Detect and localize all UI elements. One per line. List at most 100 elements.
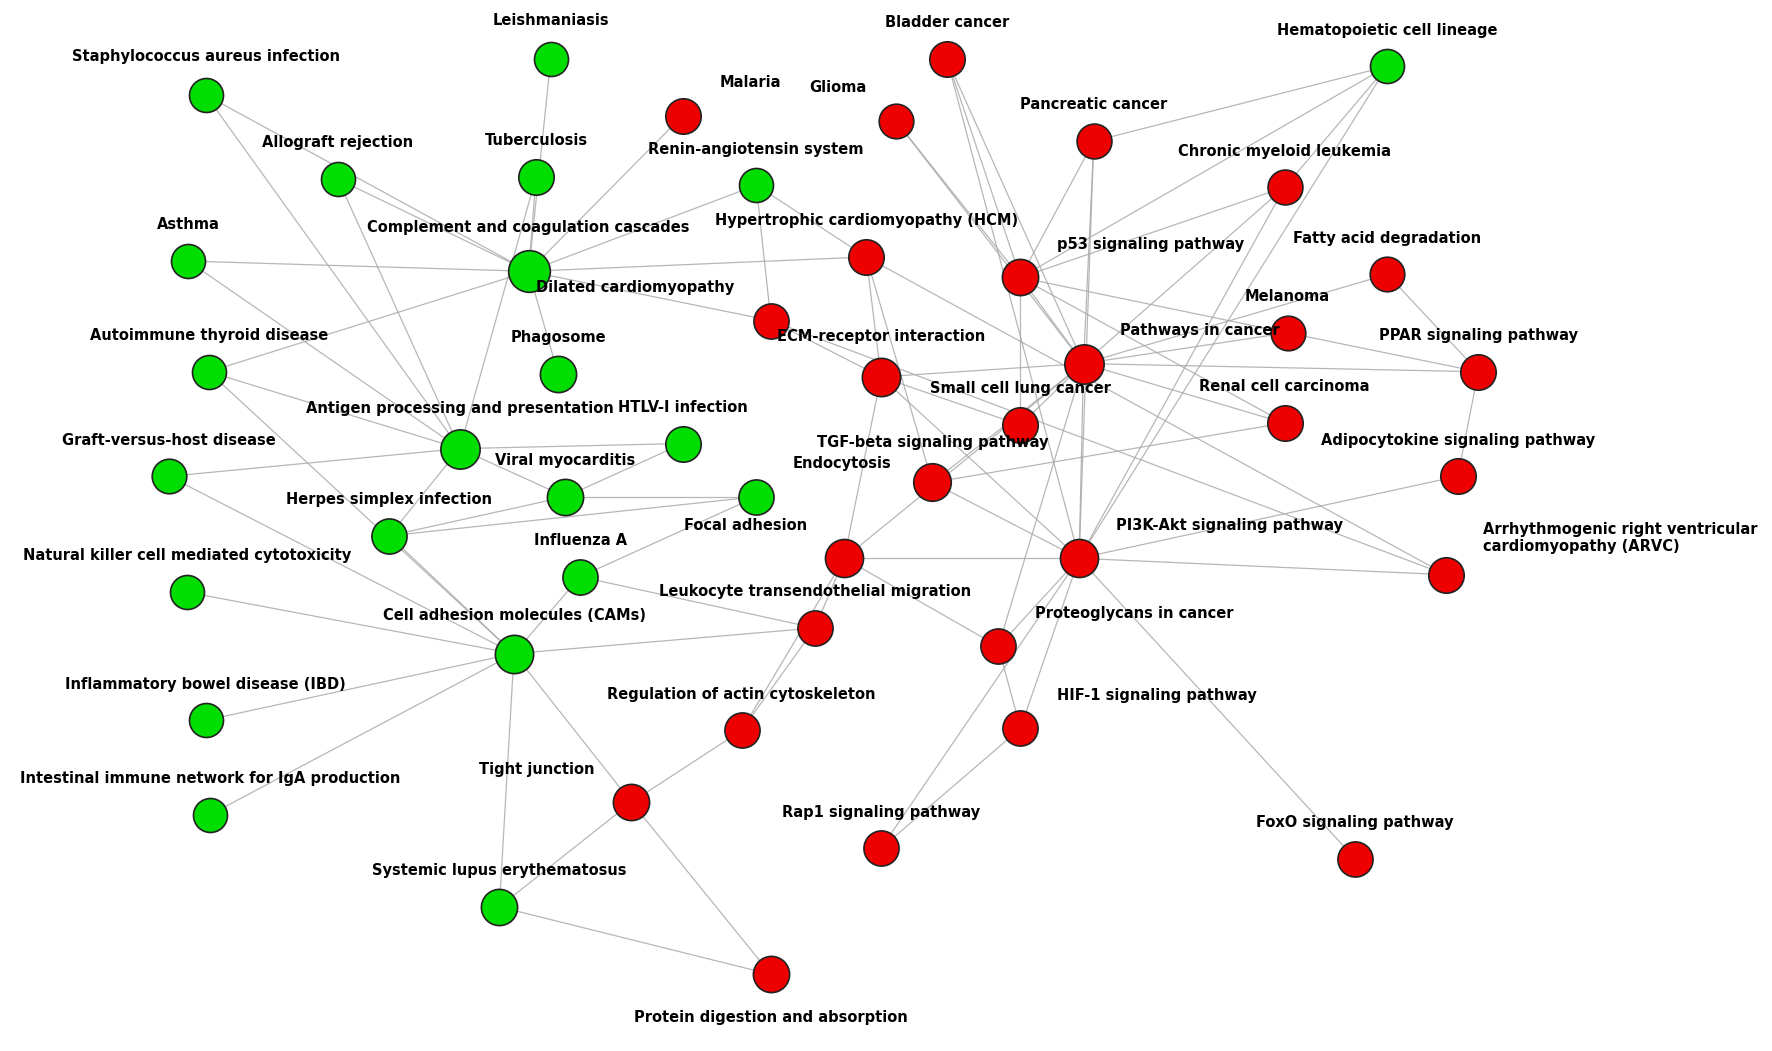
Text: Dilated cardiomyopathy: Dilated cardiomyopathy <box>535 280 734 295</box>
Text: Natural killer cell mediated cytotoxicity: Natural killer cell mediated cytotoxicit… <box>23 549 351 563</box>
Text: Renal cell carcinoma: Renal cell carcinoma <box>1200 379 1370 394</box>
Text: Intestinal immune network for IgA production: Intestinal immune network for IgA produc… <box>19 770 400 786</box>
Point <box>852 248 881 265</box>
Text: Autoimmune thyroid disease: Autoimmune thyroid disease <box>90 328 328 343</box>
Point <box>801 620 829 637</box>
Point <box>1373 266 1402 283</box>
Point <box>668 435 696 452</box>
Text: Asthma: Asthma <box>156 218 220 232</box>
Text: Arrhythmogenic right ventricular
cardiomyopathy (ARVC): Arrhythmogenic right ventricular cardiom… <box>1483 521 1758 554</box>
Text: Phagosome: Phagosome <box>510 330 606 345</box>
Text: Herpes simplex infection: Herpes simplex infection <box>287 492 493 507</box>
Text: TGF-beta signaling pathway: TGF-beta signaling pathway <box>817 435 1047 450</box>
Point <box>376 528 404 544</box>
Text: ECM-receptor interaction: ECM-receptor interaction <box>776 329 985 344</box>
Text: Cell adhesion molecules (CAMs): Cell adhesion molecules (CAMs) <box>383 607 645 623</box>
Point <box>742 177 771 193</box>
Point <box>523 168 551 185</box>
Point <box>918 474 946 491</box>
Point <box>544 366 572 383</box>
Point <box>565 569 594 585</box>
Point <box>757 966 785 983</box>
Text: PPAR signaling pathway: PPAR signaling pathway <box>1379 328 1577 343</box>
Text: Leukocyte transendothelial migration: Leukocyte transendothelial migration <box>659 584 971 599</box>
Text: Endocytosis: Endocytosis <box>792 456 891 471</box>
Text: Fatty acid degradation: Fatty acid degradation <box>1294 230 1481 246</box>
Text: Regulation of actin cytoskeleton: Regulation of actin cytoskeleton <box>608 686 875 702</box>
Text: Staphylococcus aureus infection: Staphylococcus aureus infection <box>73 49 340 64</box>
Text: Adipocytokine signaling pathway: Adipocytokine signaling pathway <box>1320 433 1595 448</box>
Point <box>1271 179 1299 195</box>
Text: Chronic myeloid leukemia: Chronic myeloid leukemia <box>1178 144 1391 159</box>
Text: Small cell lung cancer: Small cell lung cancer <box>930 382 1111 396</box>
Text: Glioma: Glioma <box>810 80 867 95</box>
Text: Pathways in cancer: Pathways in cancer <box>1120 323 1279 338</box>
Text: Renin-angiotensin system: Renin-angiotensin system <box>649 142 865 157</box>
Text: Complement and coagulation cascades: Complement and coagulation cascades <box>367 221 689 235</box>
Text: p53 signaling pathway: p53 signaling pathway <box>1058 236 1244 252</box>
Point <box>1069 355 1097 372</box>
Text: Graft-versus-host disease: Graft-versus-host disease <box>62 433 276 448</box>
Point <box>757 312 785 329</box>
Point <box>1373 58 1402 75</box>
Point <box>668 107 696 124</box>
Text: PI3K-Akt signaling pathway: PI3K-Akt signaling pathway <box>1116 518 1343 533</box>
Text: Antigen processing and presentation: Antigen processing and presentation <box>307 400 613 416</box>
Point <box>324 170 353 187</box>
Point <box>881 112 909 129</box>
Point <box>983 638 1012 655</box>
Text: Proteoglycans in cancer: Proteoglycans in cancer <box>1035 605 1233 621</box>
Text: Allograft rejection: Allograft rejection <box>262 136 413 150</box>
Point <box>1271 414 1299 431</box>
Point <box>1464 364 1492 380</box>
Point <box>617 794 645 810</box>
Point <box>486 899 514 915</box>
Text: Leishmaniasis: Leishmaniasis <box>493 14 610 28</box>
Point <box>1065 550 1093 566</box>
Text: Tight junction: Tight junction <box>478 762 595 777</box>
Point <box>195 364 223 380</box>
Point <box>1274 325 1302 342</box>
Text: Tuberculosis: Tuberculosis <box>484 133 588 148</box>
Point <box>829 550 858 566</box>
Text: Rap1 signaling pathway: Rap1 signaling pathway <box>781 805 980 820</box>
Text: Viral myocarditis: Viral myocarditis <box>496 453 636 468</box>
Text: Influenza A: Influenza A <box>533 533 627 548</box>
Point <box>154 468 183 485</box>
Text: FoxO signaling pathway: FoxO signaling pathway <box>1256 815 1453 830</box>
Text: HIF-1 signaling pathway: HIF-1 signaling pathway <box>1058 687 1256 703</box>
Point <box>1432 566 1460 583</box>
Point <box>445 440 473 457</box>
Point <box>537 50 565 67</box>
Text: Hematopoietic cell lineage: Hematopoietic cell lineage <box>1278 23 1497 38</box>
Text: Bladder cancer: Bladder cancer <box>884 16 1008 30</box>
Text: Protein digestion and absorption: Protein digestion and absorption <box>634 1010 907 1026</box>
Point <box>1341 850 1370 867</box>
Point <box>191 712 220 728</box>
Point <box>174 252 202 269</box>
Point <box>867 840 895 857</box>
Text: HTLV-I infection: HTLV-I infection <box>618 399 748 415</box>
Point <box>1006 269 1035 286</box>
Point <box>500 645 528 662</box>
Point <box>1006 720 1035 737</box>
Point <box>727 722 755 739</box>
Point <box>932 50 960 67</box>
Text: Inflammatory bowel disease (IBD): Inflammatory bowel disease (IBD) <box>66 677 346 692</box>
Text: Systemic lupus erythematosus: Systemic lupus erythematosus <box>372 863 627 878</box>
Point <box>172 583 200 600</box>
Point <box>191 86 220 103</box>
Text: Hypertrophic cardiomyopathy (HCM): Hypertrophic cardiomyopathy (HCM) <box>714 213 1017 228</box>
Point <box>514 263 542 280</box>
Point <box>1444 468 1473 485</box>
Point <box>551 489 579 506</box>
Text: Malaria: Malaria <box>719 75 781 90</box>
Text: Focal adhesion: Focal adhesion <box>684 518 808 533</box>
Text: Pancreatic cancer: Pancreatic cancer <box>1021 98 1168 112</box>
Point <box>867 369 895 386</box>
Point <box>197 806 225 823</box>
Point <box>1006 416 1035 433</box>
Point <box>742 489 771 506</box>
Text: Melanoma: Melanoma <box>1246 289 1331 304</box>
Point <box>1079 132 1108 149</box>
